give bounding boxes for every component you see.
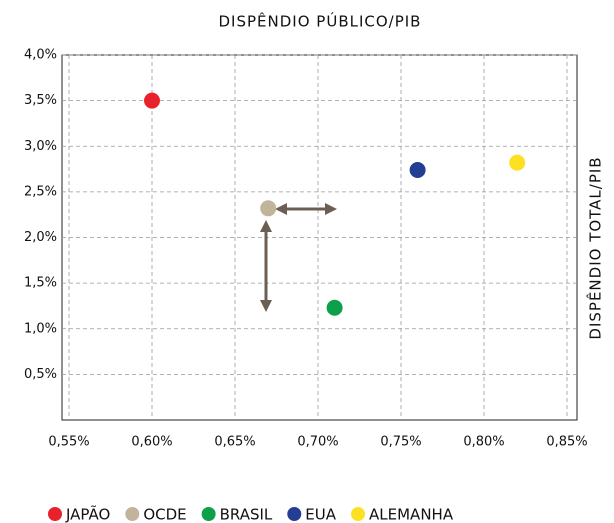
y-tick-label: 1,0% bbox=[24, 321, 57, 336]
x-tick-label: 0,80% bbox=[463, 435, 504, 450]
x-tick-label: 0,60% bbox=[131, 435, 172, 450]
x-tick-label: 0,85% bbox=[546, 435, 587, 450]
legend-label: JAPÃO bbox=[65, 505, 110, 523]
legend-swatch bbox=[201, 507, 216, 521]
point bbox=[326, 299, 343, 316]
legend-label: EUA bbox=[305, 506, 336, 523]
point bbox=[144, 92, 160, 109]
x-tick-label: 0,75% bbox=[380, 435, 421, 450]
legend-label: OCDE bbox=[143, 506, 186, 523]
y-tick-label: 1,5% bbox=[24, 276, 57, 291]
y-tick-label: 4,0% bbox=[24, 48, 57, 63]
y-tick-label: 0,5% bbox=[24, 367, 57, 382]
legend-label: ALEMANHA bbox=[369, 506, 454, 523]
y-axis-label: DISPÊNDIO TOTAL/PIB bbox=[586, 156, 605, 339]
y-tick-label: 3,5% bbox=[24, 93, 57, 108]
x-tick-label: 0,70% bbox=[297, 435, 338, 450]
x-tick-label: 0,65% bbox=[214, 435, 255, 450]
legend-label: BRASIL bbox=[220, 506, 273, 523]
point bbox=[260, 200, 277, 217]
legend-swatch bbox=[48, 507, 62, 521]
y-tick-label: 2,5% bbox=[24, 184, 57, 199]
legend-swatch bbox=[125, 507, 140, 521]
chart-title: DISPÊNDIO PÚBLICO/PIB bbox=[219, 12, 422, 31]
x-tick-label: 0,55% bbox=[48, 435, 89, 450]
y-tick-label: 2,0% bbox=[24, 230, 57, 245]
y-tick-label: 3,0% bbox=[24, 139, 57, 154]
point bbox=[409, 161, 426, 178]
legend-swatch bbox=[287, 507, 302, 521]
point bbox=[509, 154, 526, 171]
legend-swatch bbox=[351, 507, 366, 521]
